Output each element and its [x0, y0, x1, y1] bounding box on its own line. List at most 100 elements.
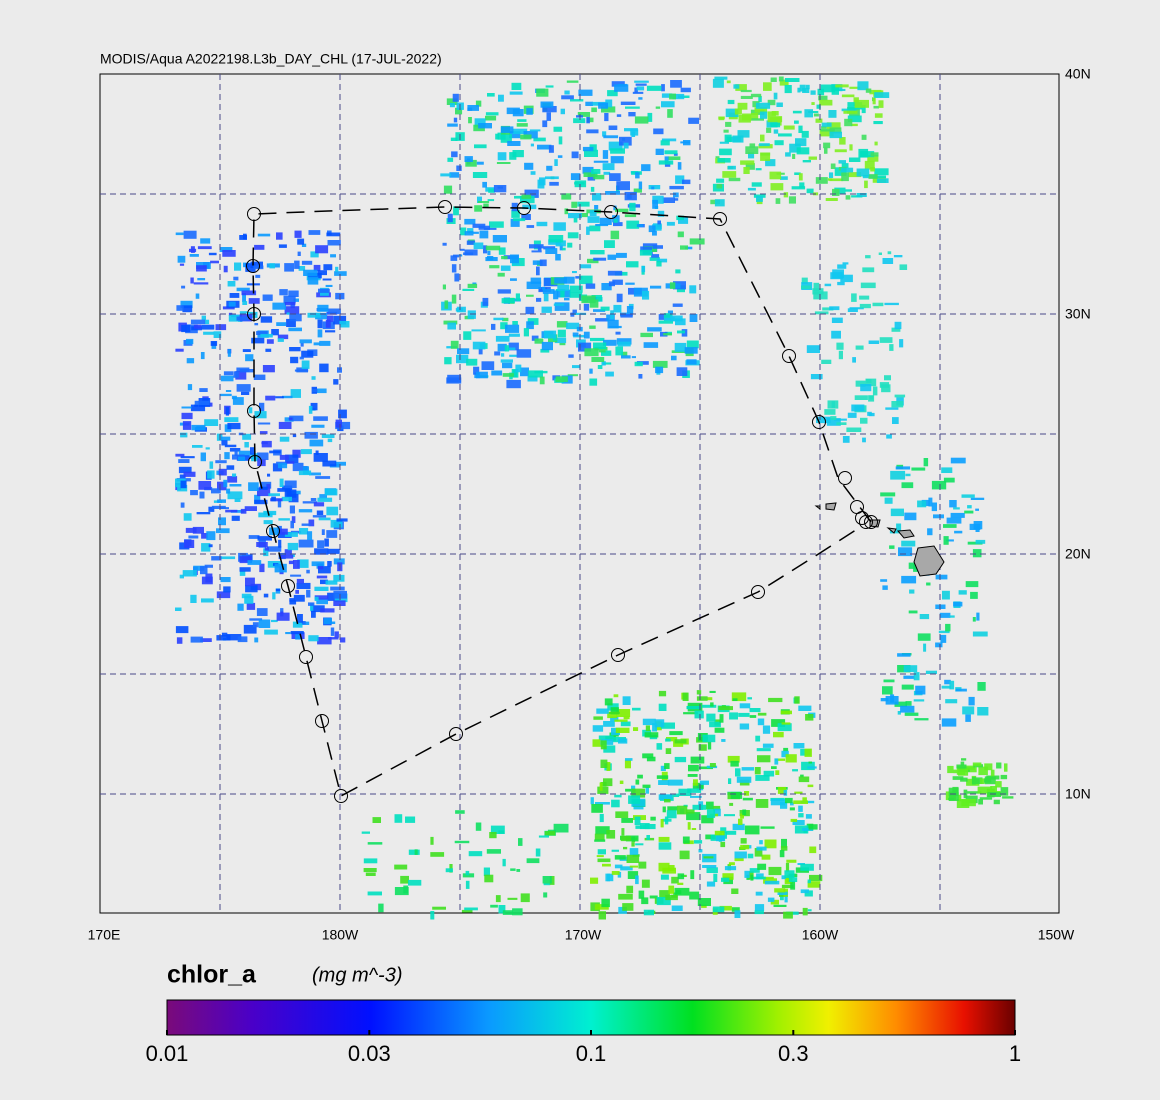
chlorophyll-patch	[864, 160, 875, 170]
chlorophyll-patch	[690, 756, 705, 764]
chlorophyll-patch	[633, 287, 648, 297]
chlorophyll-patch	[318, 566, 331, 574]
chlorophyll-patch	[200, 566, 208, 575]
chlorophyll-patch	[394, 887, 409, 896]
chlorophyll-patch	[849, 157, 861, 162]
chlorophyll-patch	[744, 825, 760, 835]
chlorophyll-patch	[702, 704, 717, 708]
chlorophyll-patch	[658, 794, 673, 800]
chlorophyll-patch	[228, 301, 236, 307]
lon-label: 170W	[565, 927, 602, 943]
chlorophyll-patch	[227, 476, 238, 483]
chlorophyll-patch	[529, 244, 544, 249]
station	[281, 579, 295, 593]
chlorophyll-patch	[852, 357, 856, 363]
station	[838, 471, 852, 485]
chlorophyll-patch	[296, 582, 311, 589]
chlorophyll-patch	[516, 123, 528, 127]
chlorophyll-patch	[265, 395, 276, 401]
chlorophyll-patch	[714, 727, 725, 733]
chlorophyll-patch	[483, 227, 497, 230]
chlorophyll-patch	[196, 512, 211, 515]
chlorophyll-patch	[676, 215, 684, 221]
chlorophyll-patch	[322, 278, 332, 281]
chlorophyll-patch	[891, 401, 904, 408]
chlorophyll-patch	[674, 198, 679, 201]
chlorophyll-patch	[806, 84, 810, 90]
chlorophyll-patch	[859, 303, 871, 309]
chlorophyll-patch	[665, 748, 672, 754]
chlorophyll-patch	[774, 758, 779, 765]
chlorophyll-patch	[633, 727, 639, 731]
chlorophyll-patch	[182, 421, 192, 430]
chlorophyll-patch	[727, 99, 735, 105]
chlorophyll-patch	[498, 905, 506, 914]
chlorophyll-patch	[972, 776, 976, 785]
chlorophyll-patch	[894, 394, 906, 398]
chlorophyll-patch	[878, 100, 884, 108]
chlorophyll-patch	[831, 317, 843, 323]
chlorophyll-patch	[605, 873, 610, 882]
chlorophyll-patch	[518, 838, 523, 846]
chlorophyll-patch	[277, 488, 291, 492]
chlorophyll-patch	[661, 138, 677, 142]
chlorophyll-patch	[295, 634, 301, 640]
chlorophyll-patch	[728, 862, 735, 866]
station	[517, 201, 531, 215]
chlorophyll-patch	[297, 251, 301, 256]
chlorophyll-patch	[813, 113, 819, 117]
chlorophyll-patch	[786, 859, 797, 863]
chlorophyll-patch	[318, 517, 331, 521]
chlorophyll-patch	[849, 307, 864, 310]
chlorophyll-patch	[284, 480, 297, 489]
chlorophyll-patch	[335, 419, 342, 428]
chlorophyll-patch	[616, 181, 630, 191]
chlorophyll-patch	[485, 245, 501, 251]
chlorophyll-patch	[975, 508, 979, 511]
chlorophyll-patch	[967, 505, 972, 509]
chlorophyll-patch	[798, 776, 810, 783]
chlorophyll-patch	[217, 499, 226, 503]
chlorophyll-patch	[514, 195, 523, 199]
chlorophyll-patch	[874, 92, 890, 98]
chlorophyll-patch	[977, 682, 986, 691]
chlorophyll-patch	[626, 854, 640, 863]
chlorophyll-patch	[524, 162, 534, 170]
chlorophyll-patch	[792, 769, 798, 772]
chlorophyll-patch	[784, 797, 793, 804]
chlorophyll-patch	[307, 276, 319, 285]
chlorophyll-patch	[815, 118, 823, 123]
chlorophyll-patch	[956, 764, 967, 769]
chlorophyll-patch	[590, 186, 595, 192]
chlorophyll-patch	[572, 365, 580, 369]
chlorophyll-patch	[642, 825, 646, 829]
chlorophyll-patch	[237, 636, 248, 643]
chlorophyll-patch	[802, 797, 807, 801]
chlorophyll-patch	[635, 83, 647, 86]
chlorophyll-patch	[851, 293, 857, 302]
chlorophyll-patch	[278, 421, 292, 429]
chlorophyll-patch	[312, 388, 327, 394]
chlorophyll-patch	[827, 178, 833, 181]
chlorophyll-patch	[778, 76, 784, 82]
chlorophyll-patch	[751, 182, 762, 187]
chlorophyll-patch	[291, 554, 295, 557]
chlorophyll-patch	[269, 450, 281, 454]
chlorophyll-patch	[845, 195, 851, 200]
chlorophyll-patch	[183, 513, 192, 521]
chlorophyll-patch	[512, 908, 523, 916]
station	[604, 205, 618, 219]
chlorophyll-patch	[661, 101, 675, 108]
chlorophyll-patch	[564, 90, 570, 95]
chlorophyll-patch	[604, 698, 613, 706]
chlorophyll-patch	[769, 171, 782, 180]
chlorophyll-patch	[510, 254, 519, 264]
chlorophyll-patch	[244, 442, 249, 448]
chlorophyll-patch	[177, 255, 186, 263]
chlorophyll-patch	[578, 89, 593, 96]
chlorophyll-patch	[950, 457, 966, 464]
chlorophyll-patch	[677, 231, 684, 238]
chlorophyll-patch	[252, 622, 259, 628]
chlorophyll-patch	[204, 419, 219, 426]
chlorophyll-patch	[464, 218, 476, 225]
